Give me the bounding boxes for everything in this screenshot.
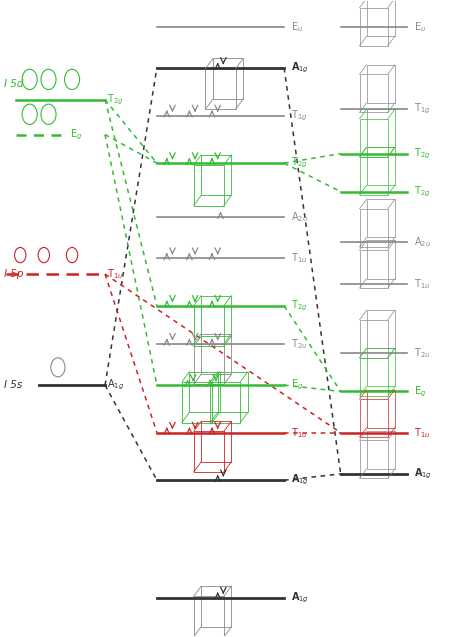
Text: T$_{2g}$: T$_{2g}$ [414, 147, 430, 161]
Text: E$_u$: E$_u$ [414, 20, 426, 34]
Text: T$_{2g}$: T$_{2g}$ [108, 92, 124, 107]
Text: I 5d: I 5d [4, 79, 23, 89]
Text: A$_{1g}$: A$_{1g}$ [414, 467, 432, 481]
Text: T$_{1u}$: T$_{1u}$ [414, 276, 430, 290]
Text: A$_{1g}$: A$_{1g}$ [108, 378, 125, 392]
Text: E$_g$: E$_g$ [70, 127, 82, 142]
Text: T$_{1u}$: T$_{1u}$ [291, 252, 308, 265]
Text: T$_{1u}$: T$_{1u}$ [108, 267, 124, 281]
Text: T$_{2u}$: T$_{2u}$ [414, 347, 430, 361]
Text: E$_g$: E$_g$ [291, 378, 303, 392]
Text: I 5s: I 5s [4, 380, 22, 390]
Text: I 5p: I 5p [4, 269, 23, 279]
Text: T$_{2u}$: T$_{2u}$ [291, 337, 308, 351]
Text: T$_{2g}$: T$_{2g}$ [414, 185, 430, 199]
Text: A$_{1g}$: A$_{1g}$ [291, 590, 309, 605]
Text: A$_{1g}$: A$_{1g}$ [291, 61, 309, 75]
Text: A$_{1g}$: A$_{1g}$ [291, 473, 309, 487]
Text: A$_{2u}$: A$_{2u}$ [291, 210, 308, 224]
Text: T$_{1g}$: T$_{1g}$ [414, 102, 430, 117]
Text: E$_g$: E$_g$ [414, 384, 426, 399]
Text: T$_{2g}$: T$_{2g}$ [291, 299, 308, 313]
Text: T$_{2g}$: T$_{2g}$ [291, 156, 308, 170]
Text: T$_{1u}$: T$_{1u}$ [291, 426, 308, 440]
Text: T$_{1u}$: T$_{1u}$ [414, 426, 430, 440]
Text: A$_{2u}$: A$_{2u}$ [414, 236, 431, 249]
Text: T$_{1g}$: T$_{1g}$ [291, 108, 308, 123]
Text: E$_u$: E$_u$ [291, 20, 303, 34]
